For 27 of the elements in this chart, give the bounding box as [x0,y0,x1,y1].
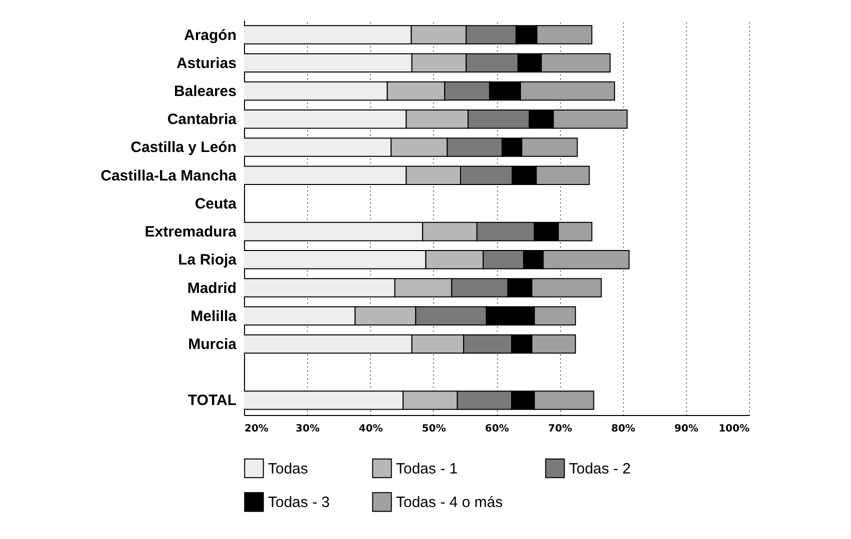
x-tick-label: 40% [358,424,383,434]
y-tick-label: Melilla [190,308,238,325]
legend-label: Todas - 2 [569,460,631,478]
y-tick-label: TOTAL [188,392,236,410]
x-tick-label: 30% [296,424,320,434]
y-tick-label: Cantabria [167,111,238,128]
y-tick-label: Baleares [174,82,236,100]
x-tick-label: 90% [674,424,698,434]
x-tick-label: 60% [485,424,509,434]
y-tick-label: Asturias [176,54,236,72]
legend-label: Todas - 3 [268,494,330,511]
legend-label: Todas - 4 o más [396,494,503,511]
y-tick-label: La Rioja [178,252,238,269]
y-tick-label: Castilla y León [130,139,236,156]
x-tick-label: 100% [718,424,750,434]
legend-label: Todas - 1 [396,460,458,478]
x-tick-label: 70% [548,424,572,434]
legend-label: Todas [268,460,308,478]
x-tick-label: 50% [422,424,446,434]
y-tick-label: Aragón [184,26,236,44]
y-tick-label: Castilla-La Mancha [100,167,238,184]
y-tick-label: Extremadura [144,224,238,241]
y-tick-label: Ceuta [194,195,238,212]
x-tick-label: 80% [611,424,636,434]
y-tick-label: Madrid [187,280,236,297]
x-tick-label: 20% [244,424,268,434]
y-tick-label: Murcia [188,336,238,354]
